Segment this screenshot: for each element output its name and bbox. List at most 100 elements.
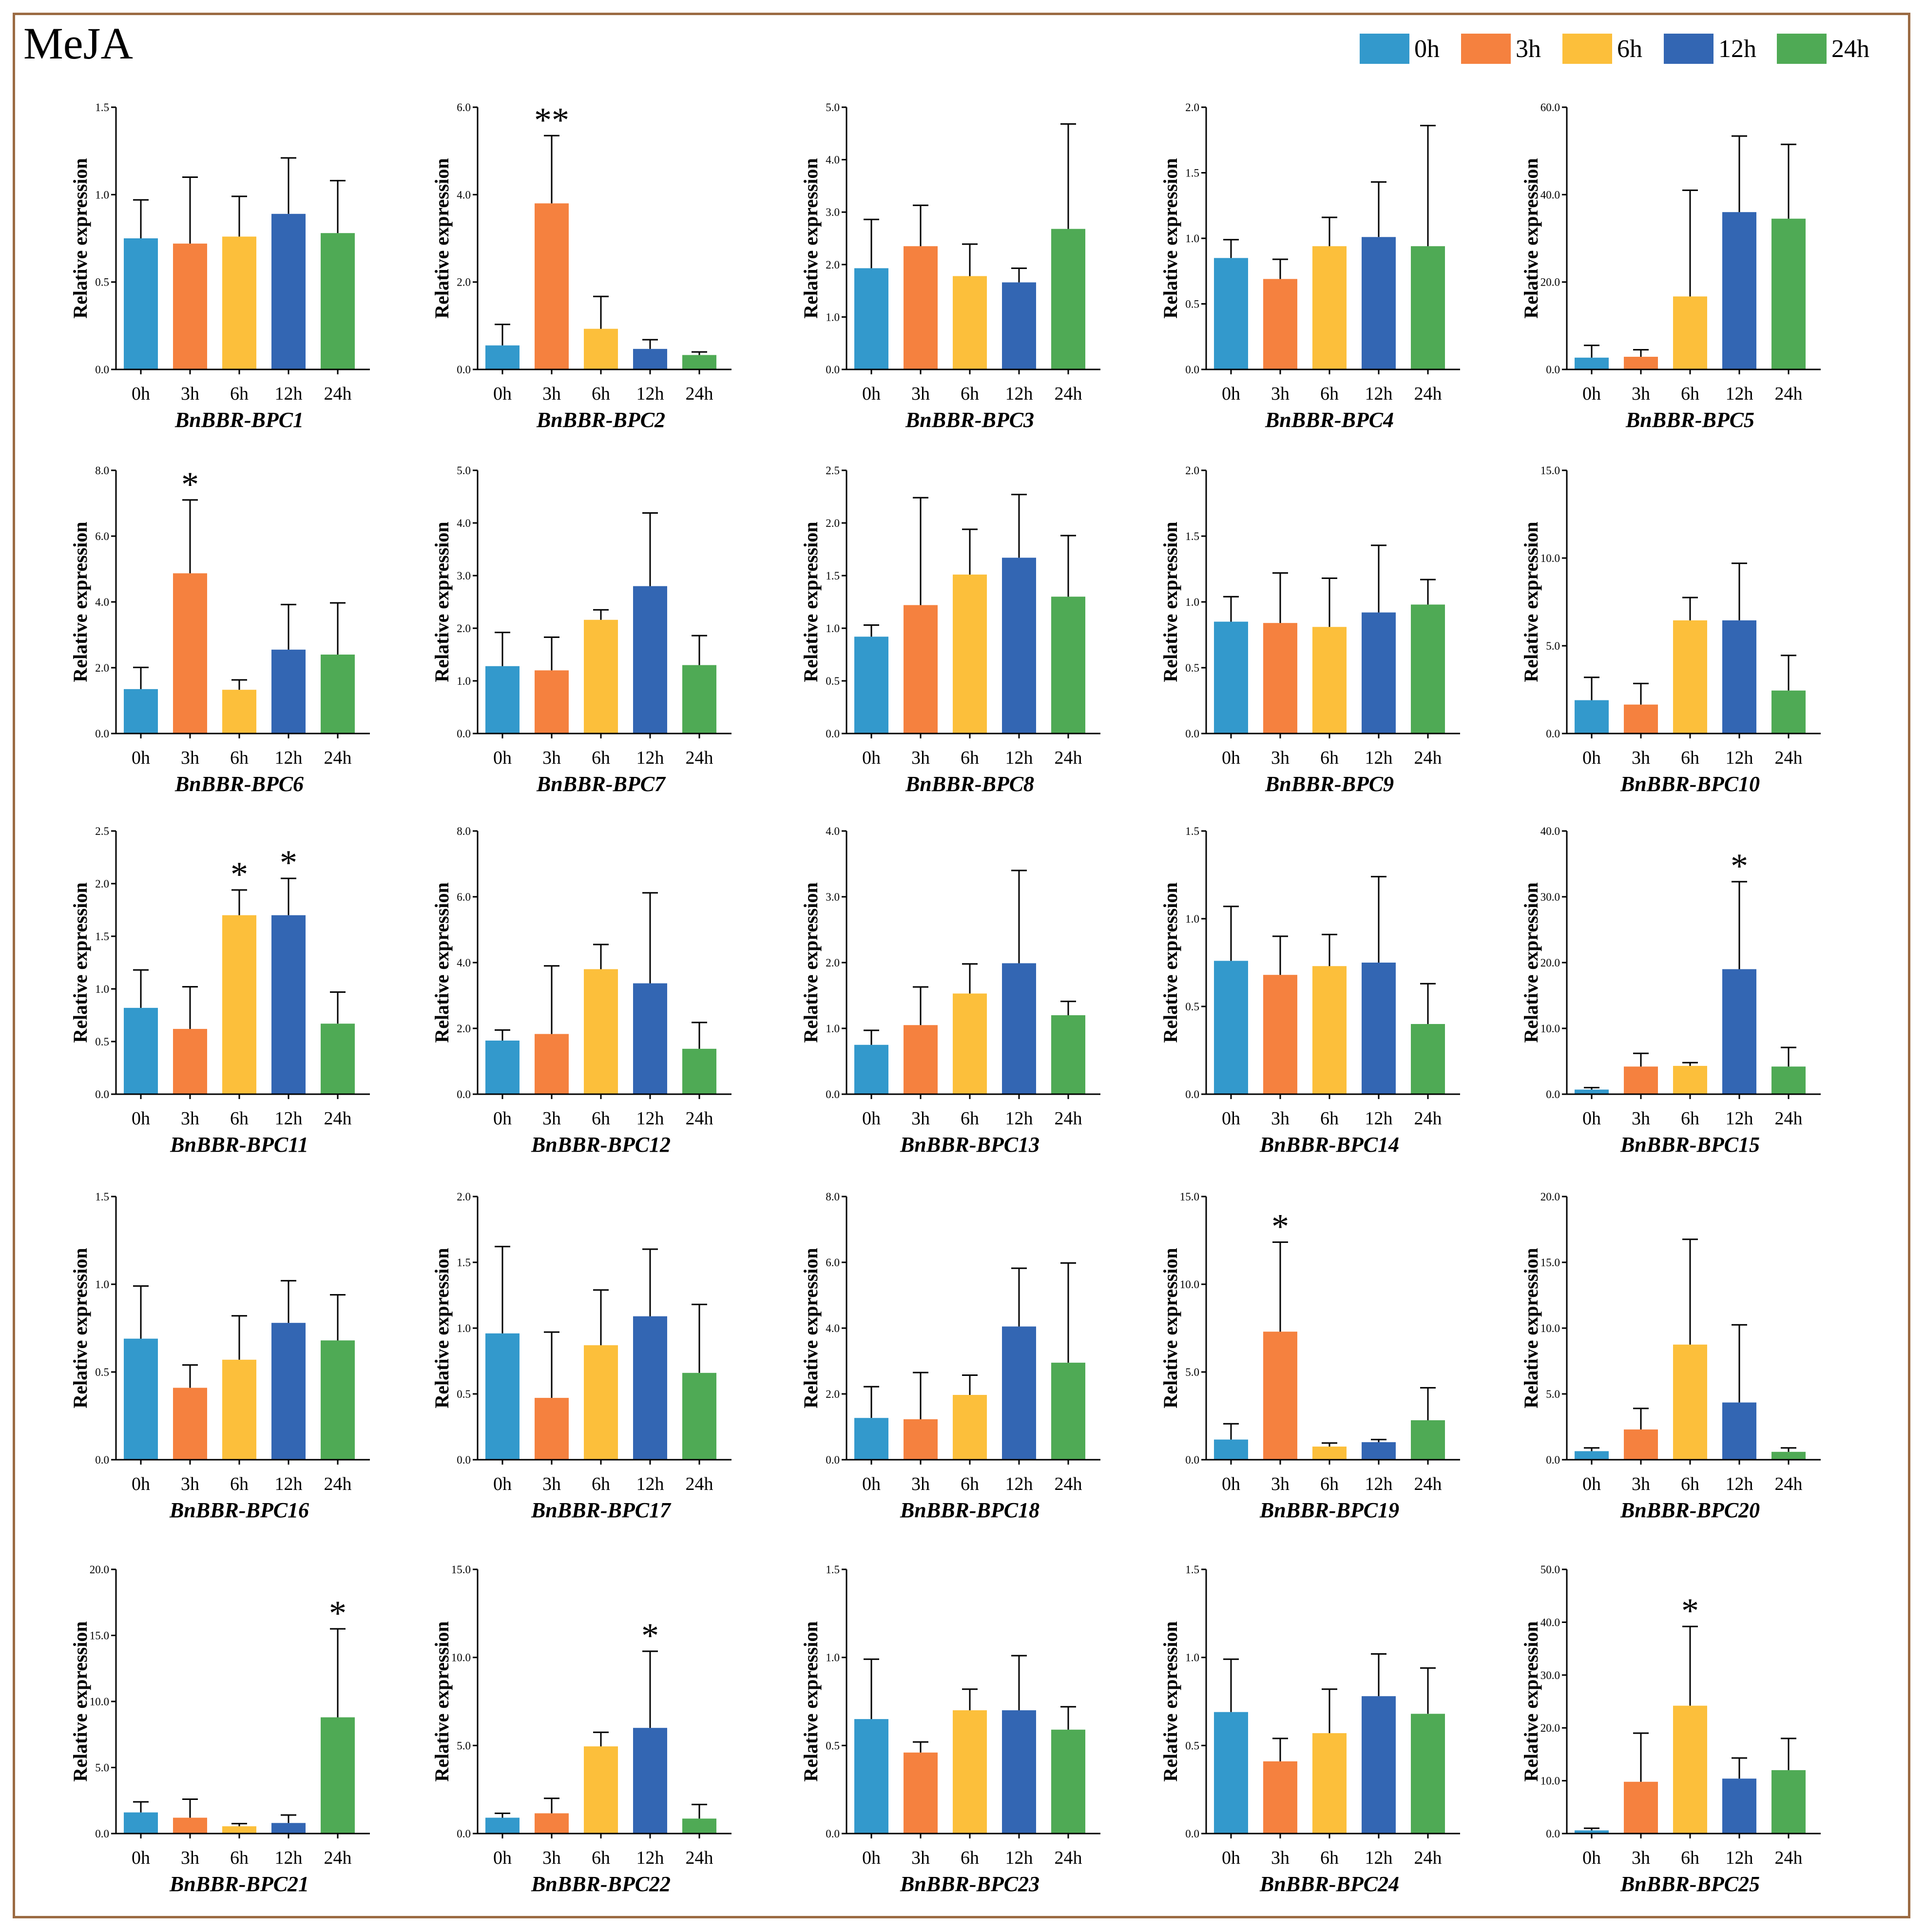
x-tick-label: 0h	[1222, 748, 1240, 768]
bar	[222, 915, 256, 1094]
y-axis-label: Relative expression	[431, 1621, 453, 1781]
y-axis-label: Relative expression	[1520, 882, 1542, 1043]
x-tick-label: 12h	[1365, 1848, 1393, 1868]
y-tick-label: 1.0	[95, 983, 109, 995]
y-tick-label: 1.0	[1185, 232, 1199, 245]
bar	[1214, 961, 1248, 1094]
y-axis-label: Relative expression	[431, 158, 453, 318]
y-tick-label: 0.5	[1185, 298, 1199, 310]
x-tick-label: 24h	[686, 384, 713, 404]
bar	[1051, 1362, 1085, 1460]
bar	[1002, 558, 1036, 734]
y-tick-label: 2.0	[457, 1191, 471, 1203]
x-tick-label: 0h	[1582, 748, 1601, 768]
x-tick-label: 6h	[961, 384, 979, 404]
x-tick-label: 12h	[1005, 1108, 1033, 1129]
x-tick-label: 24h	[1414, 1108, 1442, 1129]
y-axis-label: Relative expression	[1159, 522, 1181, 682]
significance-marker: *	[181, 465, 199, 504]
bar	[1362, 963, 1396, 1094]
bar	[584, 969, 618, 1094]
y-tick-label: 8.0	[826, 1191, 840, 1203]
y-tick-label: 1.0	[457, 1322, 471, 1334]
x-tick-label: 0h	[1582, 1848, 1601, 1868]
x-tick-label: 3h	[1271, 748, 1290, 768]
bar	[1214, 1712, 1248, 1834]
y-tick-label: 30.0	[1540, 891, 1560, 903]
x-tick-label: 12h	[636, 1108, 664, 1129]
y-tick-label: 0.0	[1546, 1828, 1560, 1840]
chart-panel: 0h 3h 6h 12h 24h 0.0 2.0 4.0 6.0 8.0 Relative expr…	[800, 1191, 1100, 1522]
x-tick-label: 3h	[911, 1848, 930, 1868]
bar	[1051, 1015, 1085, 1094]
y-tick-label: 4.0	[457, 189, 471, 201]
bar	[271, 915, 306, 1094]
x-tick-label: 12h	[636, 748, 664, 768]
gene-name-label: BnBBR-BPC7	[536, 772, 666, 796]
bar	[1624, 1429, 1658, 1460]
gene-name-label: BnBBR-BPC12	[531, 1133, 671, 1157]
x-tick-label: 24h	[1414, 1474, 1442, 1494]
y-tick-label: 4.0	[95, 596, 109, 608]
chart-panel: 0h 3h 6h 12h 24h 0.0 0.5 1.0 1.5 Relative express…	[69, 101, 370, 432]
bar	[854, 1418, 888, 1460]
y-tick-label: 2.0	[826, 957, 840, 969]
chart-panel: 0h 3h 6h 12h 24h 0.0 1.0 2.0 3.0 4.0 Relative expr…	[800, 825, 1100, 1157]
x-tick-label: 0h	[1582, 1474, 1601, 1494]
x-tick-label: 0h	[132, 1108, 150, 1129]
y-tick-label: 0.0	[1546, 364, 1560, 376]
y-axis-label: Relative expression	[69, 158, 91, 318]
y-axis-label: Relative expression	[1159, 1248, 1181, 1408]
y-tick-label: 1.5	[457, 1256, 471, 1269]
x-tick-label: 6h	[592, 384, 610, 404]
bar	[953, 1710, 987, 1834]
x-tick-label: 12h	[1005, 748, 1033, 768]
y-tick-label: 15.0	[1540, 1256, 1560, 1269]
x-tick-label: 12h	[1005, 1474, 1033, 1494]
bar	[222, 236, 256, 369]
y-tick-label: 1.0	[457, 675, 471, 687]
x-tick-label: 12h	[1726, 748, 1753, 768]
y-tick-label: 0.0	[1546, 728, 1560, 740]
y-tick-label: 20.0	[1540, 1722, 1560, 1734]
x-tick-label: 24h	[324, 384, 352, 404]
bar	[584, 619, 618, 734]
x-tick-label: 6h	[1681, 748, 1699, 768]
y-tick-label: 0.5	[95, 1036, 109, 1048]
bar	[271, 1323, 306, 1460]
y-tick-label: 8.0	[457, 825, 471, 837]
bar	[1002, 1710, 1036, 1834]
x-tick-label: 24h	[1775, 748, 1803, 768]
x-tick-label: 6h	[592, 1108, 610, 1129]
x-tick-label: 6h	[1681, 384, 1699, 404]
x-tick-label: 24h	[686, 1474, 713, 1494]
bar	[222, 1359, 256, 1460]
bar	[485, 666, 520, 734]
y-axis-label: Relative expression	[69, 882, 91, 1043]
chart-panel: 0h 3h 6h 12h 24h 0.0 0.5 1.0 1.5 Relative express…	[69, 1191, 370, 1522]
y-tick-label: 2.0	[457, 276, 471, 289]
gene-name-label: BnBBR-BPC19	[1259, 1498, 1399, 1522]
x-tick-label: 6h	[230, 1108, 249, 1129]
figure-title: MeJA	[23, 19, 133, 68]
bar	[953, 1395, 987, 1460]
x-tick-label: 3h	[181, 1108, 199, 1129]
x-tick-label: 3h	[911, 1474, 930, 1494]
bar	[1362, 237, 1396, 369]
gene-name-label: BnBBR-BPC4	[1265, 408, 1394, 432]
x-tick-label: 24h	[324, 1474, 352, 1494]
bar	[535, 1398, 569, 1460]
x-tick-label: 24h	[1055, 384, 1082, 404]
y-tick-label: 0.0	[457, 364, 471, 376]
x-tick-label: 12h	[1365, 384, 1393, 404]
chart-panel: 0h 3h 6h 12h 24h 0.0 1.0 2.0 3.0 4.0 5.0 Relative e…	[431, 464, 732, 796]
gene-name-label: BnBBR-BPC8	[905, 772, 1034, 796]
x-tick-label: 6h	[1320, 1474, 1339, 1494]
x-tick-label: 12h	[1726, 1474, 1753, 1494]
y-tick-label: 0.0	[826, 364, 840, 376]
x-tick-label: 6h	[230, 748, 249, 768]
gene-name-label: BnBBR-BPC13	[900, 1133, 1040, 1157]
legend-swatch-0h	[1360, 34, 1409, 64]
x-tick-label: 24h	[1414, 748, 1442, 768]
legend-label-12h: 12h	[1718, 35, 1756, 63]
